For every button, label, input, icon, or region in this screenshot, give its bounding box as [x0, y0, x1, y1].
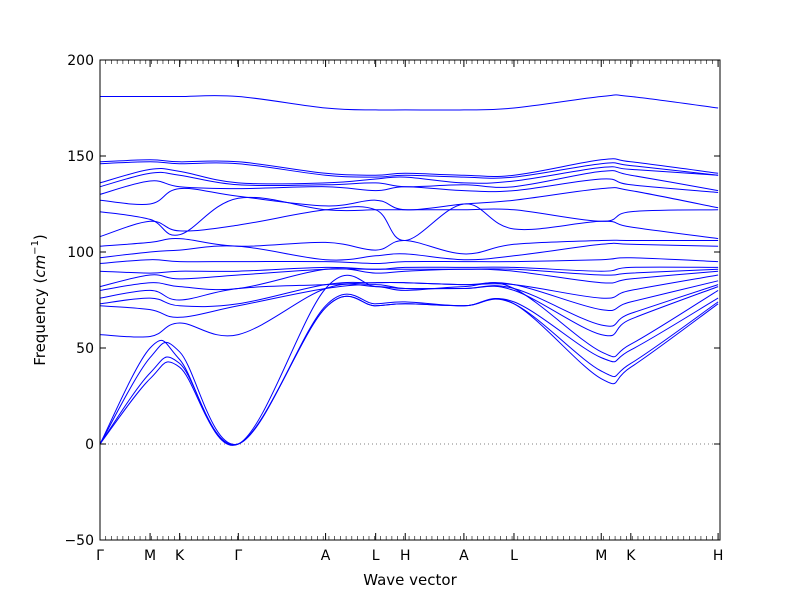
y-axis-title-text: Frequency	[31, 288, 49, 366]
band-line-9	[99, 268, 719, 291]
y-tick-label: −50	[64, 533, 94, 549]
band-line-2	[99, 295, 719, 446]
band-line-1	[99, 295, 719, 446]
band-line-17	[99, 187, 719, 211]
x-tick-label-8: A	[459, 548, 469, 564]
band-line-16	[99, 196, 719, 236]
band-line-22	[99, 158, 719, 178]
x-tick-label-4: Γ	[234, 548, 242, 564]
series-layer	[99, 94, 719, 446]
y-tick-labels: −50 0 50 100 150 200	[64, 53, 94, 549]
band-line-4	[99, 274, 719, 446]
band-line-8	[99, 274, 719, 301]
y-axis-title-exponent: −1	[30, 240, 41, 255]
band-line-15	[99, 203, 719, 242]
band-line-6	[99, 284, 719, 327]
band-line-19	[99, 170, 719, 192]
x-tick-label-1: Γ	[96, 548, 104, 564]
band-line-14	[99, 238, 719, 255]
y-tick-label: 50	[76, 341, 94, 357]
y-tick-label: 0	[85, 437, 94, 453]
y-tick-label: 200	[67, 53, 94, 69]
band-line-23	[100, 94, 719, 111]
y-tick-label: 100	[67, 245, 94, 261]
plot-frame	[99, 59, 721, 541]
x-tick-label-9: L	[510, 548, 518, 564]
band-line-21	[99, 161, 719, 179]
x-tick-label-10: M	[595, 548, 607, 564]
band-line-5	[99, 283, 719, 338]
x-tick-label-11: K	[626, 548, 636, 564]
band-line-20	[99, 166, 719, 185]
x-tick-label-12: H	[713, 548, 724, 564]
x-axis-title: Wave vector	[363, 571, 457, 589]
band-line-3	[99, 293, 719, 445]
band-line-10	[99, 268, 719, 288]
x-tick-label-6: L	[372, 548, 380, 564]
band-line-7	[99, 280, 719, 311]
x-tick-label-5: A	[321, 548, 331, 564]
x-tick-label-2: M	[144, 548, 156, 564]
band-line-18	[99, 178, 719, 195]
x-tick-label-3: K	[175, 548, 185, 564]
minor-tick-layer	[99, 60, 719, 540]
y-axis-title-unit: cm	[31, 255, 49, 278]
y-axis-title: Frequency (cm−1)	[30, 234, 49, 366]
band-line-11	[99, 266, 719, 274]
band-line-12	[99, 257, 719, 265]
x-tick-label-7: H	[400, 548, 411, 564]
major-tick-layer	[99, 59, 720, 541]
band-line-13	[99, 242, 719, 261]
y-tick-label: 150	[67, 149, 94, 165]
